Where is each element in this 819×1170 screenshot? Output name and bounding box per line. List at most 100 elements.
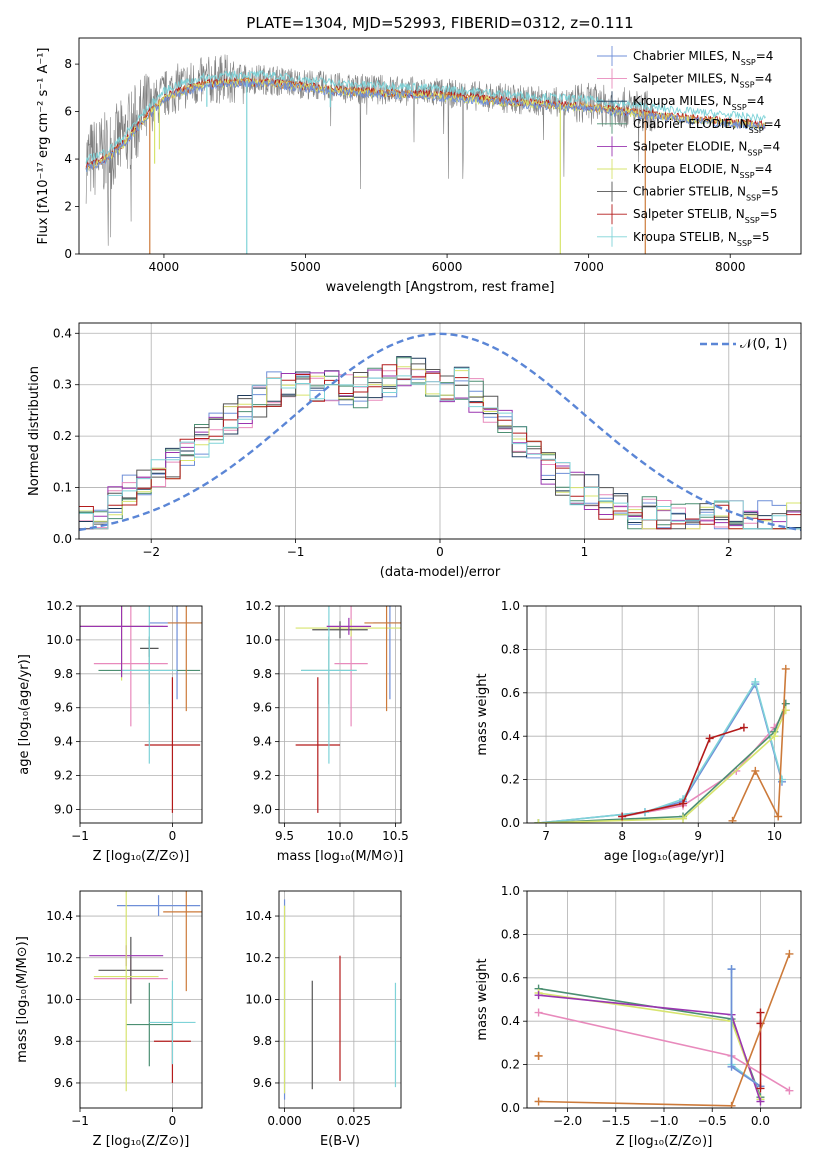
legend-label: Kroupa ELODIE, NSSP=4 [633,162,772,180]
legend-label: Chabrier ELODIE, NSSP=4 [633,117,781,135]
y-tick-label: 0.4 [53,326,72,340]
panel-residuals: −2 −1 0 1 2 0.0 0.1 0.2 0.3 0.4 (data-model)/error… [27,322,802,580]
x-axis-label: (data-model)/error [380,565,501,580]
x-tick-label: 0.000 [267,1114,301,1128]
histogram-kroupa_stelib [79,367,801,530]
x-axis-label: mass [log₁₀(M/M⊙)] [277,849,404,864]
legend: Chabrier MILES, NSSP=4 Salpeter MILES, NS… [597,46,781,247]
y-tick-label: 9.8 [253,1034,272,1048]
x-tick-label: 0.025 [337,1114,371,1128]
x-axis-label: Z [log₁₀(Z/Z⊙)] [93,1134,190,1149]
model-line-chabrier_miles [85,79,766,173]
y-tick-label: 9.4 [253,735,272,749]
y-axis-label: Normed distribution [27,366,42,496]
x-tick-label: 1 [581,545,589,559]
plot-area [534,949,794,1108]
data-spectrum [85,54,656,246]
errorbar-point [326,617,372,635]
y-tick-label: 1.0 [501,599,520,613]
series-marker [739,723,748,732]
series-marker [751,766,760,775]
y-tick-label: 9.6 [54,1076,73,1090]
y-tick-label: 0.8 [501,642,520,656]
plot-area [80,606,202,813]
series-line-salpeter_stelib [621,726,745,818]
y-tick-label: 0.4 [501,729,520,743]
y-tick-label: 9.6 [253,1076,272,1090]
legend-label: Kroupa MILES, NSSP=4 [633,94,764,112]
x-tick-label: 0 [169,1114,177,1128]
y-tick-label: 10.0 [245,993,272,1007]
y-tick-label: 8 [64,57,72,71]
plot-area [295,606,401,813]
y-tick-label: 6 [64,105,72,119]
x-axis-label: E(B-V) [320,1134,360,1149]
x-tick-label: 0.0 [751,1114,770,1128]
y-axis-label: mass weight [475,673,490,755]
series-marker [727,965,736,974]
x-axis-label: age [log₁₀(age/yr)] [604,849,725,864]
series-marker [756,1097,765,1106]
series-marker [781,664,790,673]
y-tick-label: 0.6 [501,686,520,700]
y-tick-label: 10.2 [46,951,73,965]
errorbar-point [364,606,401,712]
y-tick-label: 9.8 [54,1034,73,1048]
y-tick-label: 10.4 [245,909,272,923]
series-marker [534,819,543,823]
plot-area [89,891,202,1092]
x-tick-label: −2.0 [553,1114,582,1128]
axes-frame [79,605,203,824]
y-tick-label: 0.0 [501,1101,520,1115]
series-marker [679,799,688,808]
y-tick-label: 0.1 [53,481,72,495]
errorbar-point [93,606,168,727]
series-marker [727,1062,736,1071]
errorbar-point [295,619,401,637]
y-tick-label: 9.8 [54,667,73,681]
series-line-kroupa_elodie [538,709,787,823]
y-axis-label: Flux [fλ10⁻¹⁷ erg cm⁻² s⁻¹ A⁻¹] [36,48,51,245]
legend-label: Kroupa STELIB, NSSP=5 [633,230,770,248]
series-marker [751,677,760,686]
series-marker [756,1008,765,1017]
x-tick-label: −0.5 [698,1114,727,1128]
y-tick-label: 0.8 [501,927,520,941]
errorbar-point [93,891,159,1092]
series-marker [534,1008,543,1017]
x-tick-label: 6000 [432,260,463,274]
y-tick-label: 9.2 [54,769,73,783]
series-marker [534,1051,543,1060]
x-tick-label: 4000 [149,260,180,274]
series-marker [770,732,779,741]
model-line-kroupa_stelib [85,70,766,164]
x-tick-label: 5000 [290,260,321,274]
panel-age_vs_mass: 9.5 10.0 10.5 9.0 9.2 9.4 9.6 9.8 10.0 10.2 mass [… [245,599,409,864]
series-line-chabrier_miles [538,682,783,823]
panel-weight_vs_Z: −2.0 −1.5 −1.0 −0.5 0.0 0.0 0.2 0.4 0.6 0.8 1.0 Z [… [475,884,802,1149]
panel-mass_vs_ebv: 0.000 0.025 9.6 9.8 10.0 10.2 10.4 E(B-V) [245,890,402,1149]
x-tick-label: 9 [694,829,702,843]
errorbar-point [98,936,164,1004]
legend-label: 𝒩(0, 1) [740,337,787,352]
series-marker [534,1097,543,1106]
y-axis-label: mass [log₁₀(M/M⊙)] [15,936,30,1063]
series-line-salpeter_elodie [538,994,762,1102]
y-tick-label: 10.2 [245,599,272,613]
y-tick-label: 0.0 [501,816,520,830]
errorbar-point [312,621,368,639]
y-tick-label: 4 [64,152,72,166]
x-tick-label: −1 [71,1114,89,1128]
y-tick-label: 0.0 [53,532,72,546]
y-tick-label: 0.2 [53,429,72,443]
y-tick-label: 1.0 [501,884,520,898]
y-tick-label: 10.2 [245,951,272,965]
legend: 𝒩(0, 1) [700,337,787,352]
y-tick-label: 9.8 [253,667,272,681]
errorbar-point [144,677,201,813]
x-tick-label: −1 [287,545,305,559]
errorbar-point [116,895,201,917]
x-tick-label: 8000 [715,260,746,274]
y-tick-label: 9.6 [253,701,272,715]
